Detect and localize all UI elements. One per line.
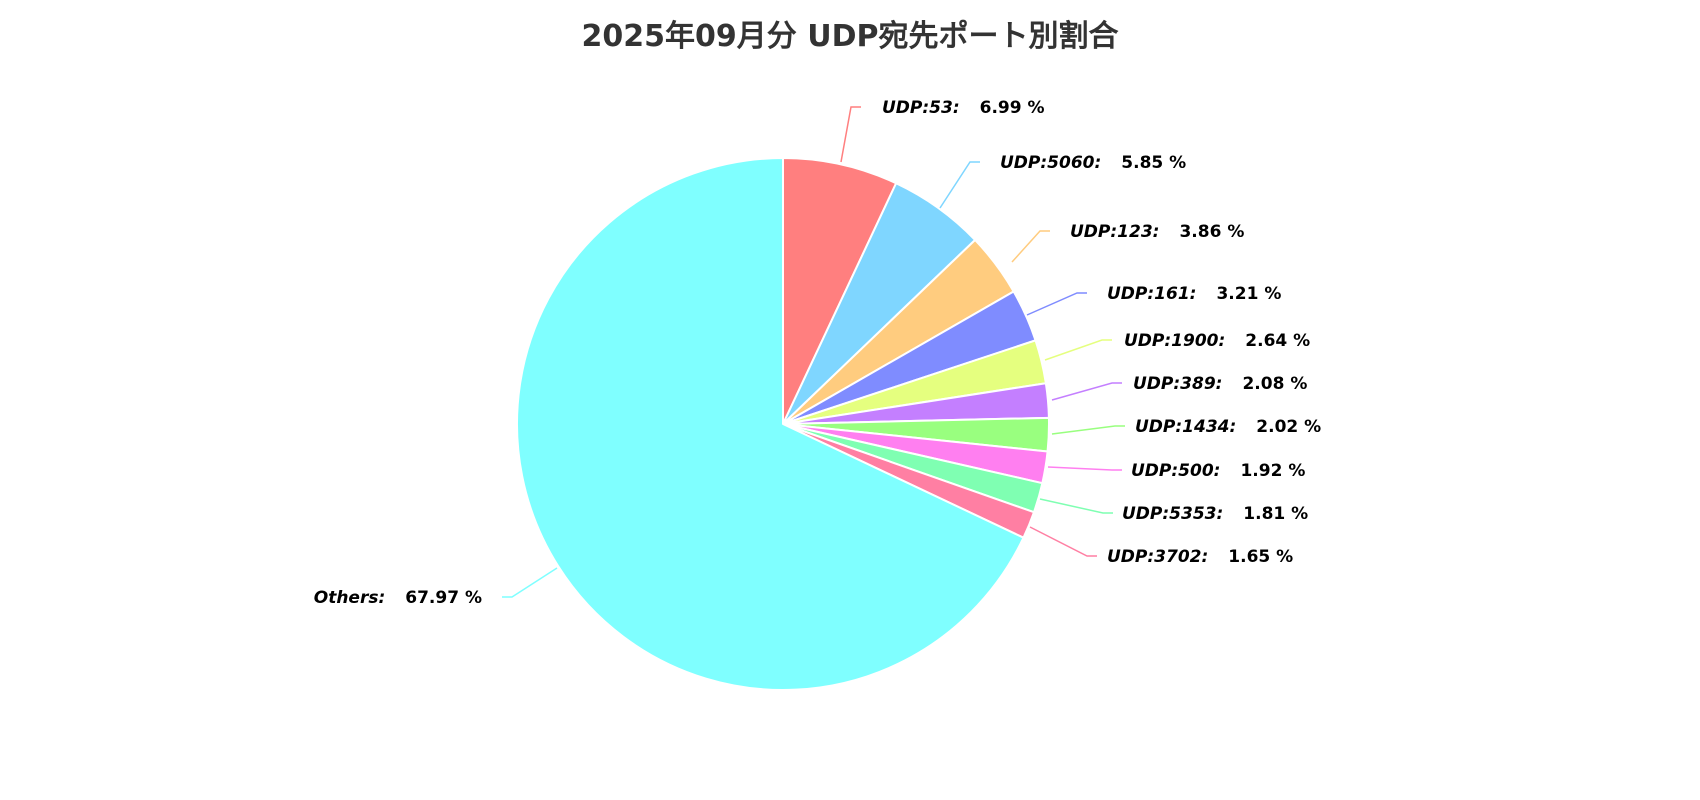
data-label-value: 5.85 % <box>1121 153 1186 173</box>
data-label-value: 3.21 % <box>1216 284 1281 304</box>
chart-title: 2025年09月分 UDP宛先ポート別割合 <box>582 19 1119 54</box>
data-label: UDP:389: 2.08 % <box>1133 374 1307 394</box>
data-label: Others: 67.97 % <box>314 588 482 608</box>
data-label-name: UDP:389: <box>1133 374 1222 394</box>
data-label: UDP:1434: 2.02 % <box>1135 417 1321 437</box>
data-label: UDP:161: 3.21 % <box>1107 284 1281 304</box>
data-label-name: UDP:161: <box>1107 284 1196 304</box>
data-label: UDP:1900: 2.64 % <box>1124 331 1310 351</box>
data-label-value: 1.81 % <box>1243 504 1308 524</box>
data-label: UDP:500: 1.92 % <box>1131 461 1305 481</box>
leader-line <box>1051 382 1122 401</box>
pie-slice-others[interactable] <box>516 157 1025 691</box>
leader-line <box>1044 339 1112 361</box>
data-label-name: UDP:5060: <box>1000 153 1101 173</box>
data-label-value: 1.92 % <box>1240 461 1305 481</box>
data-label-name: UDP:53: <box>882 98 960 118</box>
data-label-name: UDP:1900: <box>1124 331 1225 351</box>
data-label-name: UDP:123: <box>1070 222 1159 242</box>
leader-line <box>1039 498 1113 514</box>
data-label: UDP:3702: 1.65 % <box>1107 547 1293 567</box>
data-label-name: Others: <box>314 588 386 608</box>
data-label-name: UDP:500: <box>1131 461 1220 481</box>
data-label-value: 3.86 % <box>1179 222 1244 242</box>
leader-line <box>939 161 980 209</box>
leader-line <box>840 106 861 163</box>
data-label-value: 6.99 % <box>980 98 1045 118</box>
leader-line <box>1026 292 1087 316</box>
data-label: UDP:5353: 1.81 % <box>1122 504 1308 524</box>
data-label-value: 2.08 % <box>1242 374 1307 394</box>
data-label-value: 2.64 % <box>1245 331 1310 351</box>
data-label-value: 1.65 % <box>1228 547 1293 567</box>
data-label-name: UDP:1434: <box>1135 417 1236 437</box>
leader-line <box>1011 230 1050 263</box>
data-label-name: UDP:3702: <box>1107 547 1208 567</box>
pie-slice-udp-53[interactable] <box>782 157 898 425</box>
leader-line <box>1047 466 1122 471</box>
data-label: UDP:53: 6.99 % <box>882 98 1045 118</box>
leader-line <box>502 567 558 598</box>
leader-line <box>1051 425 1125 435</box>
data-label-value: 2.02 % <box>1256 417 1321 437</box>
leader-line <box>1029 526 1097 557</box>
data-label: UDP:123: 3.86 % <box>1070 222 1244 242</box>
data-label: UDP:5060: 5.85 % <box>1000 153 1186 173</box>
data-label-name: UDP:5353: <box>1122 504 1223 524</box>
data-label-value: 67.97 % <box>405 588 482 608</box>
